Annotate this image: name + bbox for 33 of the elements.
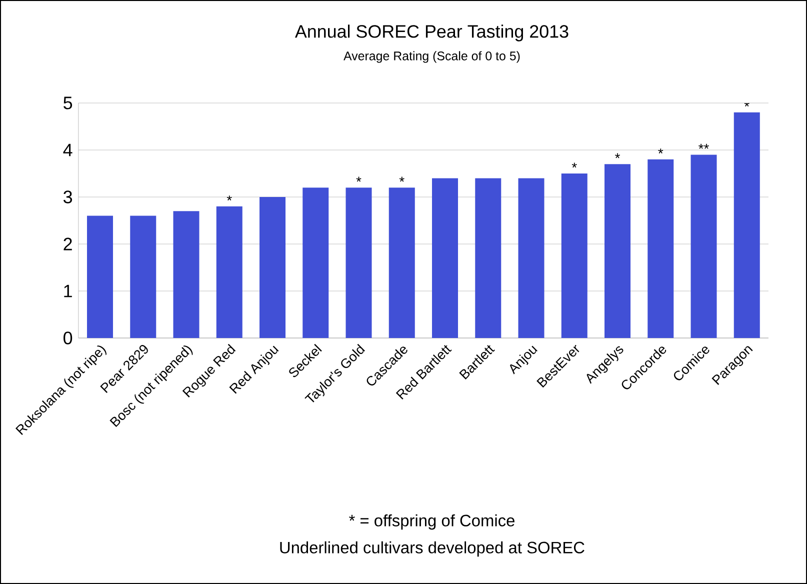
bar <box>346 188 372 338</box>
bar <box>388 188 415 338</box>
data-label: * <box>658 148 664 154</box>
bar <box>432 178 458 338</box>
y-tick-label: 1 <box>64 284 72 298</box>
y-tick-label: 0 <box>64 332 72 344</box>
bar <box>130 216 156 338</box>
bar <box>604 164 631 338</box>
bar <box>648 159 674 338</box>
data-label: * <box>615 153 620 158</box>
chart-subtitle: Average Rating (Scale of 0 to 5) <box>344 51 520 63</box>
bar <box>260 197 286 338</box>
bar <box>561 174 588 338</box>
bar <box>302 188 329 338</box>
bar <box>173 211 200 338</box>
bar <box>87 216 113 338</box>
data-label: * <box>226 196 232 200</box>
text: * = offspring of Comice <box>349 514 514 530</box>
bar <box>216 206 242 338</box>
data-label: * <box>572 162 577 168</box>
y-tick-label: 3 <box>64 190 72 204</box>
chart-title: Annual SOREC Pear Tasting 2013 <box>294 24 568 42</box>
data-label: ** <box>698 144 709 149</box>
data-label: * <box>356 176 362 182</box>
bar <box>475 178 502 338</box>
y-tick-label: 4 <box>63 144 72 156</box>
bar <box>734 112 760 338</box>
bar <box>518 178 544 338</box>
y-tick-label: 2 <box>64 238 72 250</box>
data-label: * <box>399 176 404 182</box>
text: Underlined cultivars developed at SOREC <box>280 541 584 557</box>
bar <box>690 154 717 338</box>
y-tick-label: 5 <box>64 96 72 110</box>
